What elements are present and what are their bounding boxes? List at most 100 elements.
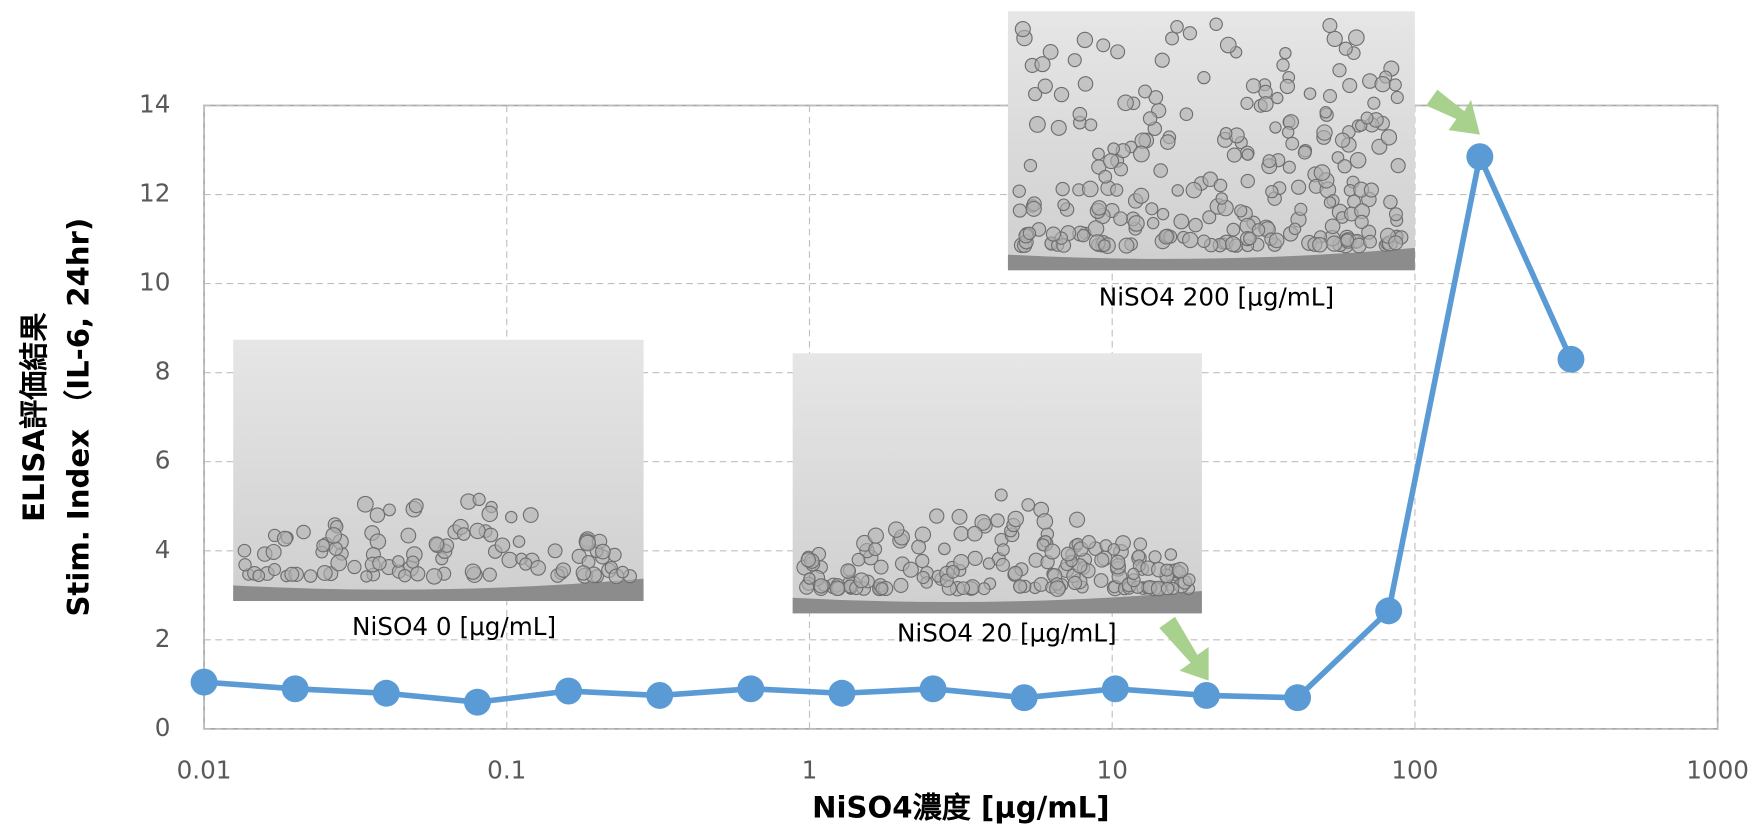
- cell: [851, 552, 866, 567]
- cell: [1388, 78, 1402, 92]
- cell: [1148, 90, 1164, 105]
- y-tick-label: 2: [155, 624, 171, 653]
- cell: [265, 543, 282, 560]
- cell: [1383, 194, 1398, 210]
- marker: [1192, 682, 1220, 709]
- cell: [1107, 543, 1121, 556]
- cell: [616, 565, 630, 579]
- cell: [1164, 548, 1178, 561]
- cell: [1045, 226, 1062, 242]
- cell: [1363, 234, 1377, 249]
- cell: [400, 527, 417, 544]
- cell: [369, 533, 387, 550]
- cell: [1138, 84, 1153, 99]
- line: [203, 153, 1574, 705]
- cell: [902, 561, 919, 578]
- cell: [428, 536, 445, 552]
- cell: [1159, 134, 1176, 150]
- cell: [1060, 546, 1076, 562]
- cell: [1028, 116, 1046, 133]
- cell: [522, 507, 539, 523]
- cell: [1053, 86, 1070, 103]
- cell: [1269, 121, 1282, 134]
- cell: [1219, 127, 1233, 140]
- cell: [406, 555, 420, 569]
- cell: [1133, 537, 1148, 551]
- cell: [1348, 29, 1365, 46]
- cell: [1251, 223, 1266, 237]
- cell: [1113, 211, 1128, 227]
- cell: [1342, 77, 1358, 94]
- well-edge: [233, 578, 644, 602]
- cell: [1076, 229, 1091, 243]
- cell: [888, 521, 905, 538]
- cell: [383, 503, 396, 517]
- cell: [360, 570, 373, 583]
- cell: [1118, 237, 1135, 254]
- cell: [1291, 179, 1307, 195]
- cell: [1160, 563, 1174, 577]
- cell: [1271, 91, 1284, 105]
- cell: [276, 530, 293, 547]
- cell: [1133, 187, 1150, 204]
- cell: [868, 542, 883, 557]
- cell: [1323, 196, 1337, 209]
- well-edge: [1007, 247, 1415, 271]
- cell: [1098, 169, 1113, 184]
- cell: [238, 558, 252, 572]
- cell: [1067, 575, 1083, 591]
- cell: [953, 526, 969, 542]
- cell: [1245, 78, 1262, 94]
- cell: [1312, 237, 1328, 253]
- cell: [1367, 96, 1381, 110]
- cell: [398, 568, 412, 583]
- cell: [1340, 233, 1355, 248]
- cell: [1197, 70, 1211, 85]
- cell: [1215, 192, 1228, 205]
- x-tick-label: 1: [802, 755, 818, 784]
- cell: [1081, 180, 1099, 198]
- cell: [1279, 46, 1292, 60]
- cell: [1390, 90, 1404, 105]
- cell: [1316, 124, 1333, 141]
- cell: [1014, 21, 1031, 38]
- cell: [1213, 178, 1228, 193]
- insets: [233, 11, 1415, 614]
- cell: [1324, 218, 1341, 235]
- cell: [483, 527, 499, 543]
- cell: [1007, 510, 1024, 528]
- cell: [1334, 132, 1351, 148]
- cell: [996, 543, 1010, 557]
- x-tick-label: 1000: [1686, 755, 1749, 784]
- cell: [867, 527, 884, 544]
- cell: [1057, 198, 1070, 212]
- cell: [347, 559, 362, 575]
- cell: [1110, 554, 1126, 570]
- cell: [456, 527, 471, 541]
- cell: [1257, 96, 1274, 113]
- cell: [1037, 78, 1053, 94]
- cell: [893, 577, 909, 594]
- cell: [464, 563, 482, 580]
- cell: [1021, 498, 1036, 512]
- image-caption: NiSO4 20 [μg/mL]: [897, 619, 1117, 648]
- marker: [372, 679, 400, 707]
- cell: [392, 555, 405, 568]
- cell: [555, 562, 572, 578]
- cell: [237, 543, 252, 558]
- x-tick-label: 0.1: [487, 755, 526, 784]
- cell: [519, 557, 533, 571]
- cell: [1202, 210, 1217, 225]
- cell: [1036, 513, 1054, 530]
- cell: [974, 514, 992, 531]
- cell: [330, 554, 348, 572]
- cell: [1142, 111, 1158, 126]
- cell: [316, 565, 333, 581]
- cell: [575, 565, 592, 581]
- arrow: [1159, 616, 1209, 681]
- y-axis-title: ELISA評価結果: [17, 312, 51, 522]
- cell: [1034, 56, 1051, 73]
- cell: [481, 505, 498, 523]
- cell: [1158, 229, 1174, 245]
- cell: [1107, 142, 1121, 156]
